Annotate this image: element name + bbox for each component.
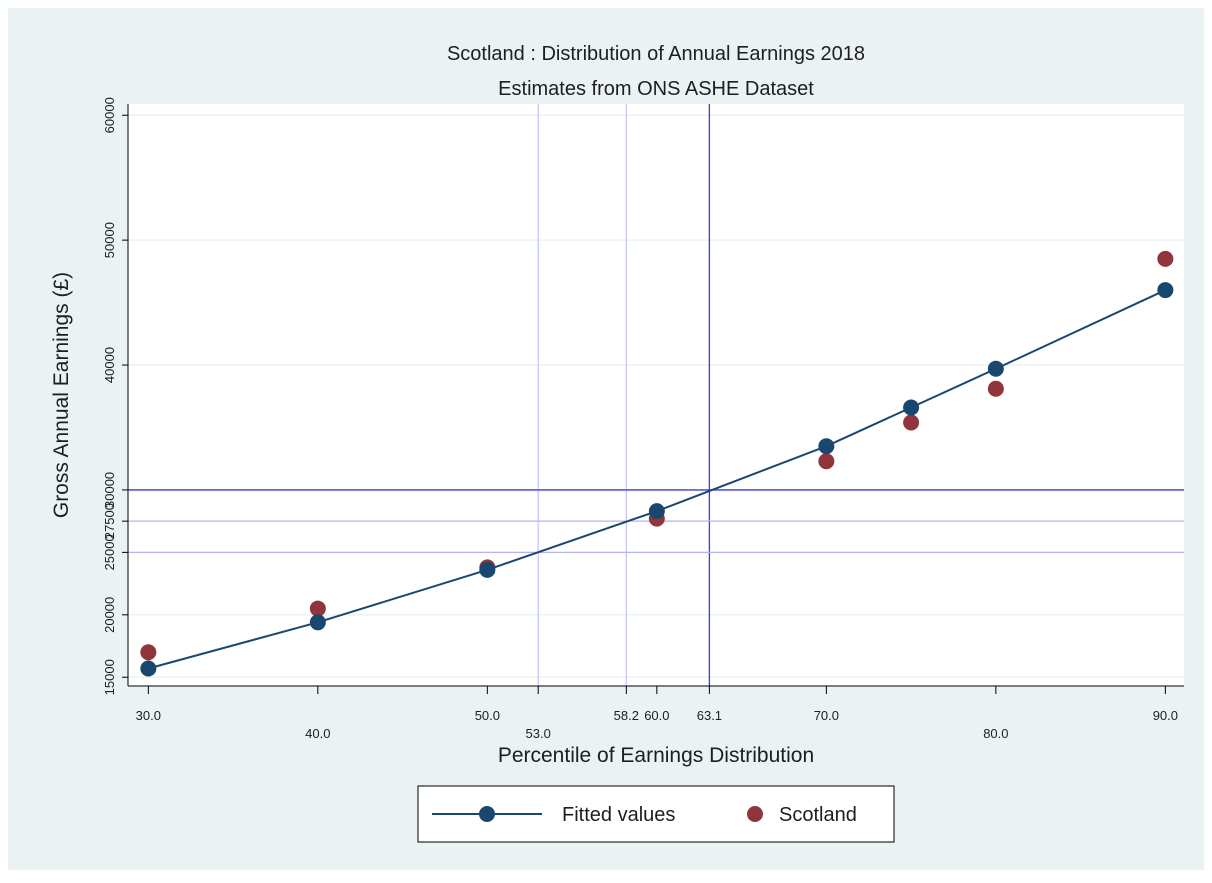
axes bbox=[127, 104, 1184, 687]
y-axis-title: Gross Annual Earnings (£) bbox=[50, 272, 73, 518]
y-tick-label: 20000 bbox=[102, 597, 117, 633]
legend-fitted-label: Fitted values bbox=[562, 804, 675, 826]
legend-scotland-label: Scotland bbox=[779, 804, 857, 826]
x-tick-label: 90.0 bbox=[1153, 708, 1178, 723]
fitted-values-line bbox=[148, 289, 1166, 670]
x-tick-label: 63.1 bbox=[697, 708, 722, 723]
fitted-point bbox=[903, 399, 920, 416]
scotland-point bbox=[818, 453, 835, 470]
legend-fitted-marker bbox=[479, 806, 495, 822]
x-tick-label: 30.0 bbox=[136, 708, 161, 723]
x-tick-label: 40.0 bbox=[305, 726, 330, 741]
y-tick-label: 27500 bbox=[102, 503, 117, 539]
fitted-point bbox=[479, 561, 496, 578]
x-tick-label: 58.2 bbox=[614, 708, 639, 723]
x-tick-label: 50.0 bbox=[475, 708, 500, 723]
y-tick-label: 15000 bbox=[102, 659, 117, 695]
chart-title: Scotland : Distribution of Annual Earnin… bbox=[447, 43, 865, 65]
y-tick-label: 25000 bbox=[102, 534, 117, 570]
scotland-point bbox=[140, 644, 157, 661]
scotland-point bbox=[1157, 250, 1174, 267]
legend: Fitted values Scotland bbox=[417, 785, 895, 843]
x-tick-label: 80.0 bbox=[983, 726, 1008, 741]
y-tick-label: 40000 bbox=[102, 347, 117, 383]
fitted-point bbox=[309, 614, 326, 631]
fitted-point bbox=[140, 660, 157, 677]
fitted-point bbox=[648, 503, 665, 520]
scotland-point bbox=[309, 600, 326, 617]
y-tick-label: 60000 bbox=[102, 97, 117, 133]
x-tick-label: 53.0 bbox=[526, 726, 551, 741]
y-tick-label: 30000 bbox=[102, 472, 117, 508]
y-tick-label: 50000 bbox=[102, 222, 117, 258]
fitted-point bbox=[987, 360, 1004, 377]
scotland-point bbox=[903, 414, 920, 431]
legend-scotland-marker bbox=[747, 806, 763, 822]
series-layer bbox=[140, 250, 1174, 677]
x-tick-label: 60.0 bbox=[644, 708, 669, 723]
x-axis-title: Percentile of Earnings Distribution bbox=[498, 744, 814, 767]
x-tick-label: 70.0 bbox=[814, 708, 839, 723]
fitted-point bbox=[1157, 282, 1174, 299]
scotland-point bbox=[987, 380, 1004, 397]
plot-region bbox=[128, 104, 1184, 686]
fitted-point bbox=[818, 438, 835, 455]
chart-subtitle: Estimates from ONS ASHE Dataset bbox=[498, 78, 814, 100]
